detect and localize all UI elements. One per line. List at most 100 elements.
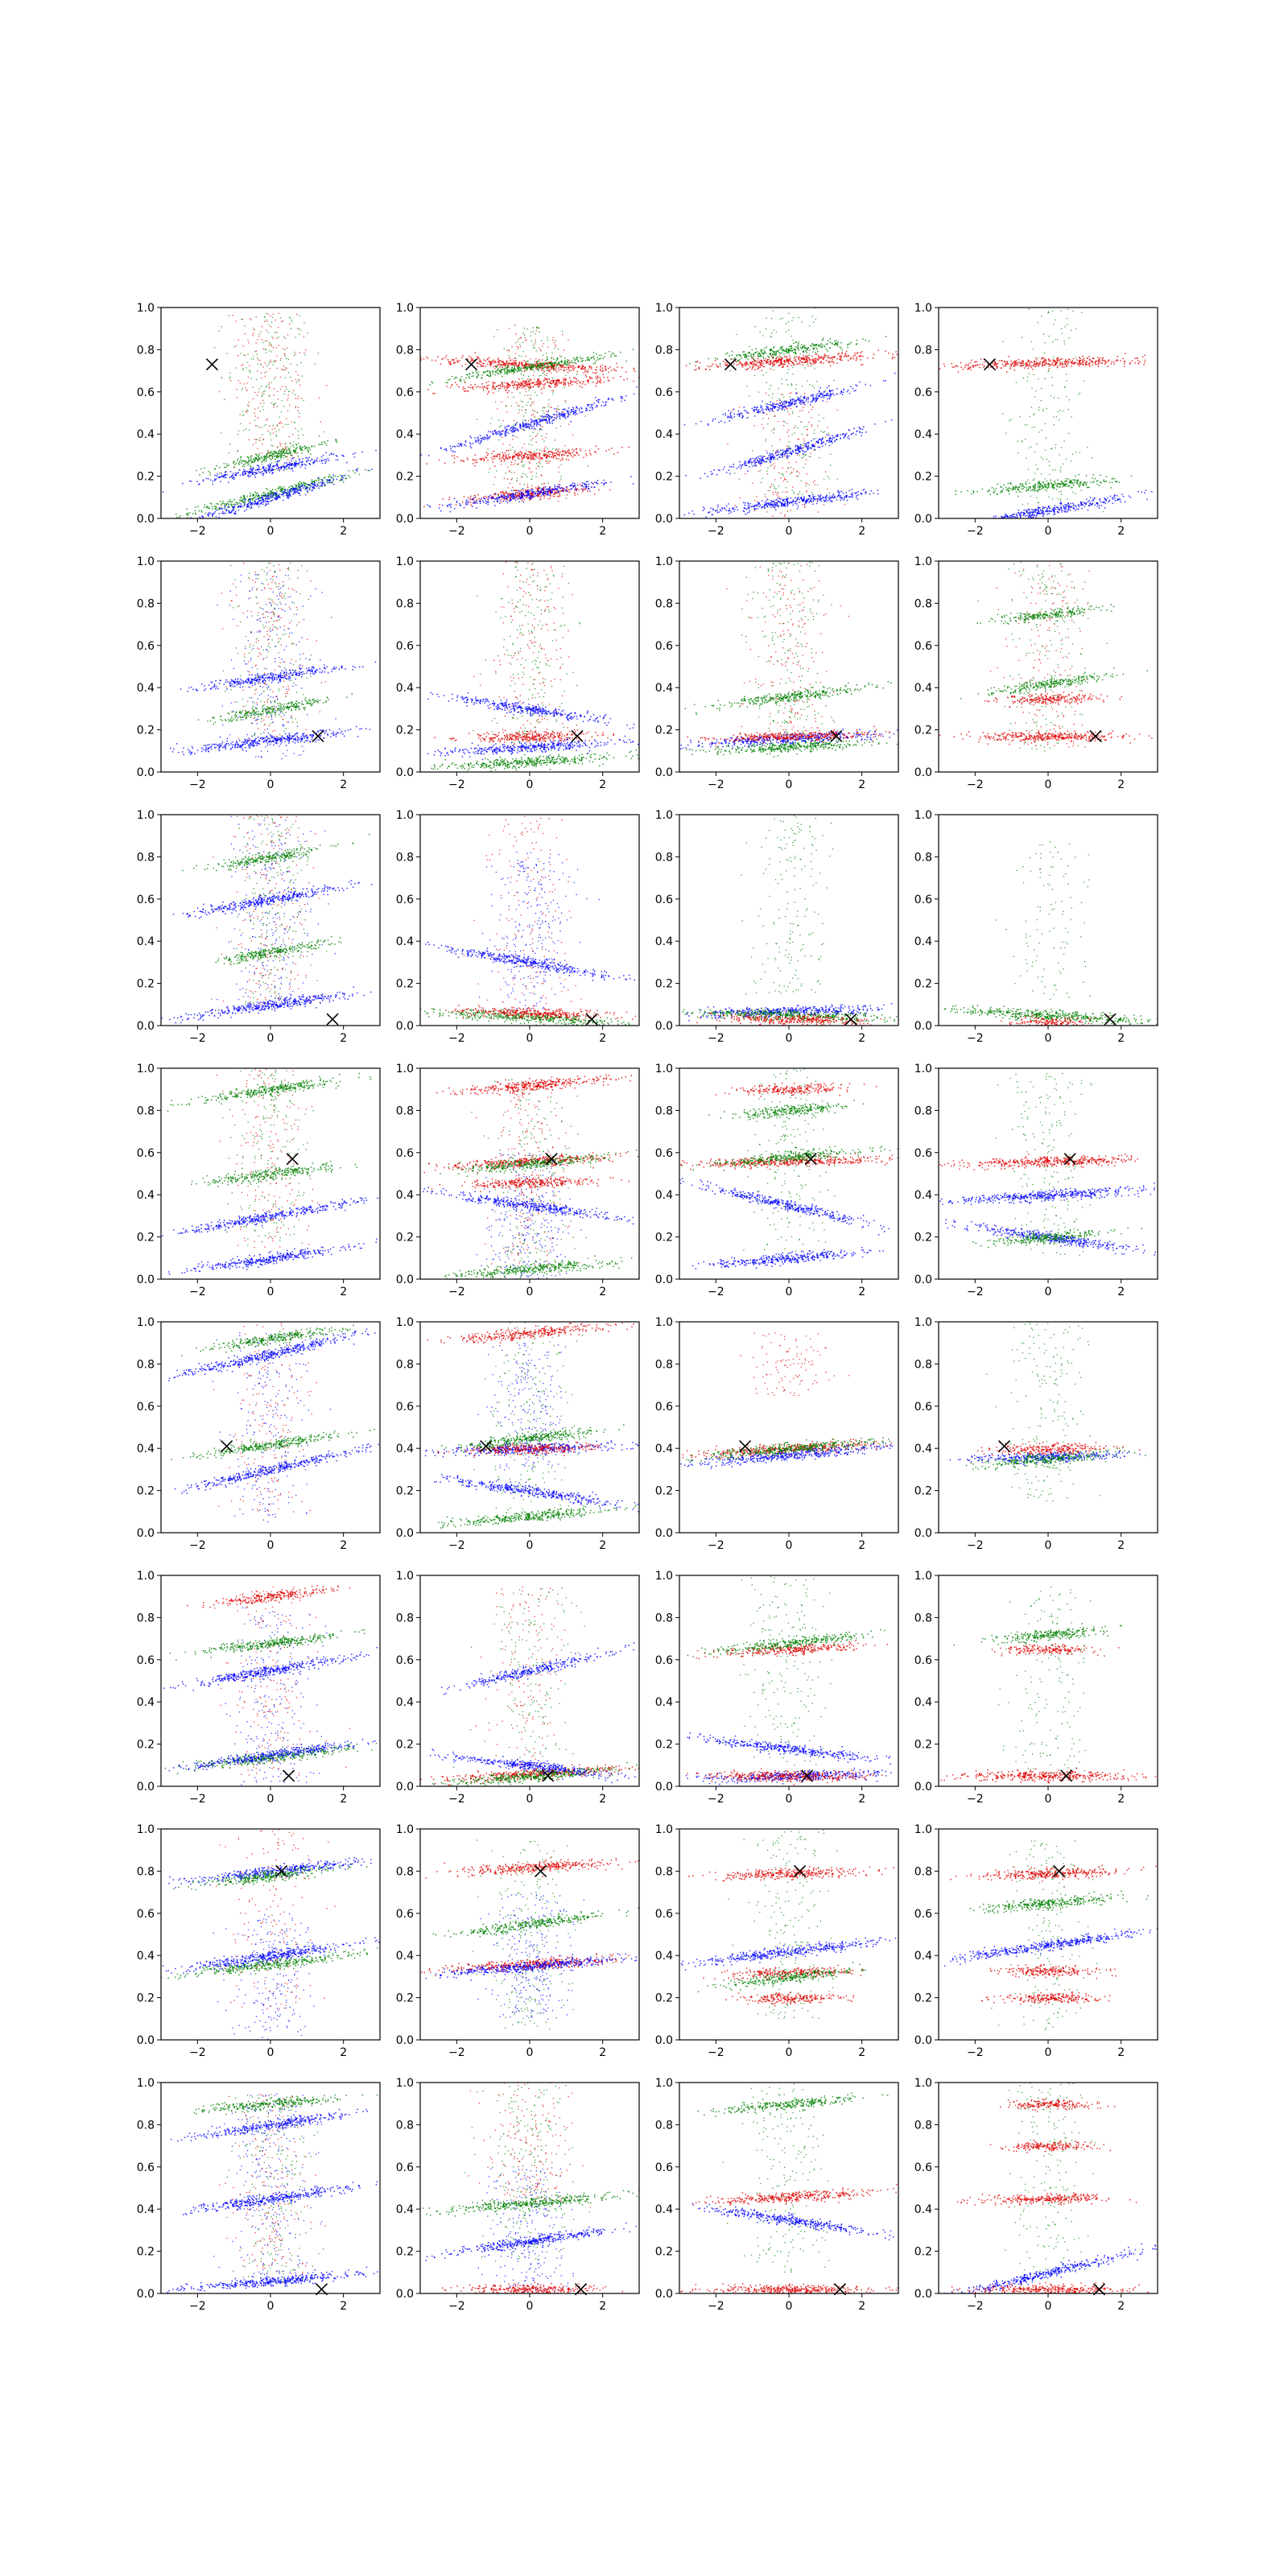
point-green (240, 500, 242, 502)
point-green (208, 507, 210, 510)
point-green (243, 503, 246, 505)
point-red (279, 376, 282, 378)
point-red (281, 423, 283, 424)
point-blue (269, 466, 271, 469)
point-blue (597, 480, 599, 481)
point-blue (294, 464, 295, 466)
point-green (302, 449, 303, 451)
point-red (506, 365, 509, 368)
point-green (240, 496, 242, 498)
point-red (530, 494, 532, 496)
point-green (582, 360, 584, 361)
point-blue (589, 410, 591, 411)
point-green (253, 494, 254, 497)
point-blue (548, 420, 550, 423)
point-green (300, 361, 302, 364)
point-green (549, 415, 551, 418)
point-green (268, 456, 270, 458)
point-blue (584, 486, 587, 488)
point-blue (592, 483, 594, 485)
point-green (285, 367, 287, 369)
point-green (236, 502, 238, 504)
point-blue (214, 478, 216, 481)
point-green (239, 499, 241, 501)
point-green (788, 441, 790, 443)
point-green (546, 359, 548, 361)
point-blue (582, 489, 584, 490)
point-red (491, 452, 493, 455)
point-green (506, 371, 508, 373)
point-red (597, 380, 599, 382)
point-blue (331, 481, 333, 483)
point-blue (303, 487, 304, 489)
point-blue (287, 497, 290, 499)
point-red (497, 361, 500, 363)
point-red (497, 365, 498, 366)
point-red (752, 482, 753, 484)
point-green (542, 367, 544, 369)
point-blue (580, 411, 583, 413)
point-green (256, 454, 258, 456)
point-green (567, 361, 568, 363)
point-red (540, 474, 542, 476)
point-blue (331, 453, 333, 456)
point-red (470, 357, 472, 359)
point-blue (258, 497, 259, 500)
point-green (324, 477, 326, 478)
point-red (518, 457, 520, 460)
point-green (339, 480, 341, 481)
point-green (233, 503, 235, 506)
point-green (192, 513, 194, 515)
point-green (233, 462, 234, 464)
point-red (547, 346, 549, 348)
point-red (289, 404, 291, 406)
point-red (481, 383, 483, 385)
point-red (576, 448, 577, 449)
point-green (274, 451, 275, 452)
point-green (242, 498, 244, 500)
point-blue (470, 447, 473, 449)
point-blue (485, 438, 486, 440)
point-red (520, 453, 522, 455)
point-red (535, 381, 538, 383)
point-red (554, 363, 556, 365)
point-green (225, 508, 227, 510)
point-red (570, 365, 572, 366)
point-green (564, 361, 567, 363)
point-blue (572, 408, 575, 410)
point-red (543, 455, 545, 457)
point-blue (543, 487, 545, 489)
point-red (518, 365, 519, 367)
point-green (258, 452, 260, 454)
point-red (524, 489, 526, 491)
point-blue (283, 467, 286, 469)
point-green (539, 463, 541, 464)
point-green (499, 369, 501, 372)
point-red (464, 382, 466, 383)
point-blue (250, 475, 251, 477)
point-blue (603, 405, 605, 407)
point-red (766, 511, 768, 513)
point-blue (576, 407, 578, 409)
point-green (269, 452, 271, 454)
point-green (533, 365, 535, 367)
point-blue (222, 513, 225, 514)
point-blue (578, 408, 580, 410)
point-green (289, 316, 291, 319)
point-green (514, 450, 516, 452)
point-red (273, 404, 275, 406)
point-blue (260, 499, 262, 502)
point-blue (633, 393, 635, 395)
point-red (479, 360, 481, 362)
point-green (255, 453, 257, 456)
point-red (772, 493, 774, 495)
point-blue (250, 503, 252, 505)
point-green (287, 493, 290, 494)
point-red (535, 468, 537, 469)
point-green (297, 488, 299, 489)
point-blue (491, 497, 493, 498)
point-blue (246, 509, 247, 511)
point-red (539, 429, 540, 431)
point-blue (533, 423, 535, 425)
point-green (500, 369, 502, 370)
